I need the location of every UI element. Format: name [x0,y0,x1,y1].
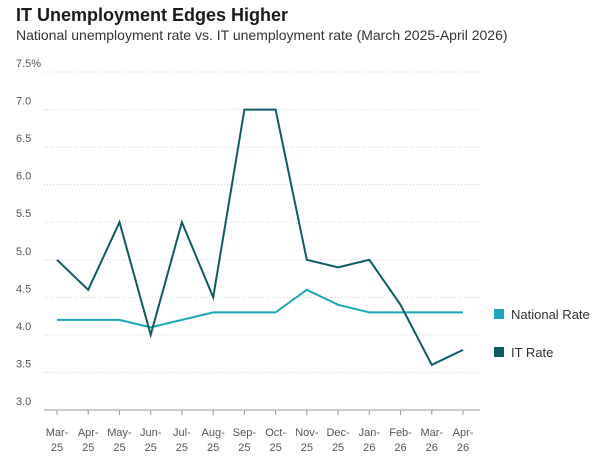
y-tick-label: 5.5 [16,208,31,220]
y-tick-label: 7.0 [16,96,31,108]
y-tick-label: 3.0 [16,396,31,408]
legend-swatch [494,347,504,357]
y-tick-label: 4.5 [16,283,31,295]
x-tick-label: Mar-26 [420,427,443,454]
chart-title: IT Unemployment Edges Higher [16,5,289,25]
gridlines [44,71,480,411]
x-axis: Mar-25 Apr-25 May-25 Jun-25 Jul-25 Aug-25 Sep-… [44,409,480,454]
legend-label: IT Rate [511,345,553,360]
x-tick-label: Mar-25 [46,427,69,454]
legend-swatch [494,309,504,319]
x-tick-label: Oct-25 [265,427,286,454]
x-tick-label: Dec-25 [326,427,350,454]
y-tick-label: 5.0 [16,246,31,258]
series-line-it-rate [56,108,464,367]
y-axis: 3.0 3.5 4.0 4.5 5.0 5.5 6.0 6.5 7.0 7.5% [16,58,41,408]
x-tick-label: Aug-25 [202,427,226,454]
series-line-national-rate [57,288,463,329]
legend: National Rate IT Rate [494,307,590,360]
series-lines [56,108,464,367]
y-tick-label: 4.0 [16,321,31,333]
x-tick-label: Apr-26 [453,427,474,454]
x-tick-label: Jul-25 [173,427,191,454]
y-tick-label: 3.5 [16,358,31,370]
x-tick-label: Nov-25 [295,427,319,454]
chart-subtitle: National unemployment rate vs. IT unempl… [16,27,508,43]
x-tick-label: Sep-25 [233,427,257,454]
x-tick-label: May-25 [107,427,132,454]
x-tick-label: Feb-26 [389,427,412,454]
y-tick-label: 7.5% [16,58,41,70]
y-tick-label: 6.0 [16,171,31,183]
x-tick-label: Jan-26 [359,427,381,454]
x-tick-label: Apr-25 [78,427,99,454]
x-tick-label: Jun-25 [140,427,162,454]
y-tick-label: 6.5 [16,133,31,145]
legend-label: National Rate [511,307,590,322]
